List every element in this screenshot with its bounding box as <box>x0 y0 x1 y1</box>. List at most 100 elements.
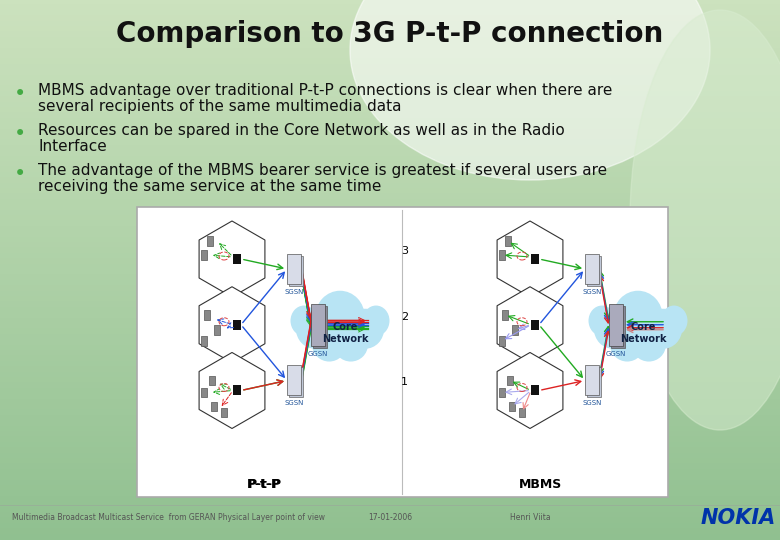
Bar <box>587 368 601 397</box>
Bar <box>0 247 780 254</box>
Bar <box>0 42 780 49</box>
Bar <box>0 166 780 173</box>
Bar <box>611 306 625 348</box>
Bar <box>233 386 241 395</box>
Bar <box>0 328 780 335</box>
Bar <box>0 480 780 486</box>
Bar <box>0 404 780 410</box>
Bar <box>201 250 207 260</box>
Bar <box>0 528 780 535</box>
Text: Henri Viita: Henri Viita <box>510 514 551 523</box>
Bar <box>0 291 780 297</box>
Ellipse shape <box>594 309 632 349</box>
Ellipse shape <box>350 0 710 180</box>
Bar <box>0 107 780 113</box>
Bar <box>0 226 780 232</box>
Bar <box>0 134 780 140</box>
Ellipse shape <box>610 328 644 362</box>
Bar <box>0 199 780 205</box>
Bar <box>0 118 780 124</box>
Bar <box>0 231 780 238</box>
Bar <box>0 64 780 70</box>
Bar <box>0 253 780 259</box>
Text: SGSN: SGSN <box>285 289 303 295</box>
Bar <box>0 512 780 518</box>
Text: NOKIA: NOKIA <box>700 508 775 528</box>
Text: GGSN: GGSN <box>606 351 626 357</box>
Text: SGSN: SGSN <box>285 401 303 407</box>
Bar <box>0 496 780 502</box>
Bar <box>0 37 780 43</box>
Ellipse shape <box>296 309 334 349</box>
Text: 3: 3 <box>401 246 408 256</box>
Bar <box>587 256 601 286</box>
Text: Core
Network: Core Network <box>620 322 666 343</box>
Polygon shape <box>497 287 563 363</box>
Bar <box>0 301 780 308</box>
Text: 2: 2 <box>401 312 408 322</box>
Bar <box>207 236 213 246</box>
Bar <box>585 254 599 284</box>
Text: Core
Network: Core Network <box>321 322 368 343</box>
Bar <box>233 320 241 330</box>
Bar <box>0 345 780 351</box>
Bar <box>531 254 539 264</box>
Bar <box>0 323 780 329</box>
Text: 1: 1 <box>401 377 408 388</box>
Bar <box>0 145 780 151</box>
Bar <box>209 376 215 386</box>
Bar <box>0 10 780 16</box>
Bar <box>0 274 780 281</box>
Text: Interface: Interface <box>38 139 107 154</box>
Bar <box>287 366 301 395</box>
Bar <box>499 388 505 397</box>
Ellipse shape <box>334 328 368 362</box>
Text: MBMS: MBMS <box>519 478 562 491</box>
Bar <box>499 250 505 260</box>
Bar <box>289 368 303 397</box>
Text: •: • <box>14 164 26 184</box>
Bar <box>221 408 227 417</box>
Ellipse shape <box>290 306 317 336</box>
Bar <box>0 382 780 389</box>
Bar <box>0 96 780 103</box>
Bar <box>0 258 780 265</box>
Bar <box>0 264 780 270</box>
Bar <box>0 534 780 540</box>
Bar <box>0 53 780 59</box>
Text: GGSN: GGSN <box>308 351 328 357</box>
Bar <box>0 436 780 443</box>
Bar <box>201 388 207 397</box>
Bar <box>0 123 780 130</box>
Bar <box>0 285 780 292</box>
Bar <box>0 361 780 367</box>
Ellipse shape <box>630 10 780 430</box>
Bar <box>137 207 668 497</box>
Bar <box>214 325 220 335</box>
Ellipse shape <box>644 309 682 349</box>
Bar <box>0 48 780 54</box>
Bar <box>0 415 780 421</box>
Bar <box>0 69 780 76</box>
Bar <box>0 393 780 400</box>
Text: •: • <box>14 84 26 104</box>
Ellipse shape <box>661 306 687 336</box>
Text: The advantage of the MBMS bearer service is greatest if several users are: The advantage of the MBMS bearer service… <box>38 163 607 178</box>
Bar <box>289 256 303 286</box>
Bar <box>0 463 780 470</box>
Bar <box>0 75 780 81</box>
Bar <box>311 303 325 346</box>
Bar <box>505 236 511 246</box>
Bar <box>585 366 599 395</box>
Bar <box>0 409 780 416</box>
Text: Comparison to 3G P-t-P connection: Comparison to 3G P-t-P connection <box>116 20 664 48</box>
Bar <box>0 31 780 38</box>
Bar <box>0 517 780 524</box>
Bar <box>0 474 780 481</box>
Bar <box>0 58 780 65</box>
Bar <box>502 310 508 320</box>
Bar <box>0 15 780 22</box>
Bar <box>0 150 780 157</box>
Text: Resources can be spared in the Core Network as well as in the Radio: Resources can be spared in the Core Netw… <box>38 123 565 138</box>
Bar <box>0 447 780 454</box>
